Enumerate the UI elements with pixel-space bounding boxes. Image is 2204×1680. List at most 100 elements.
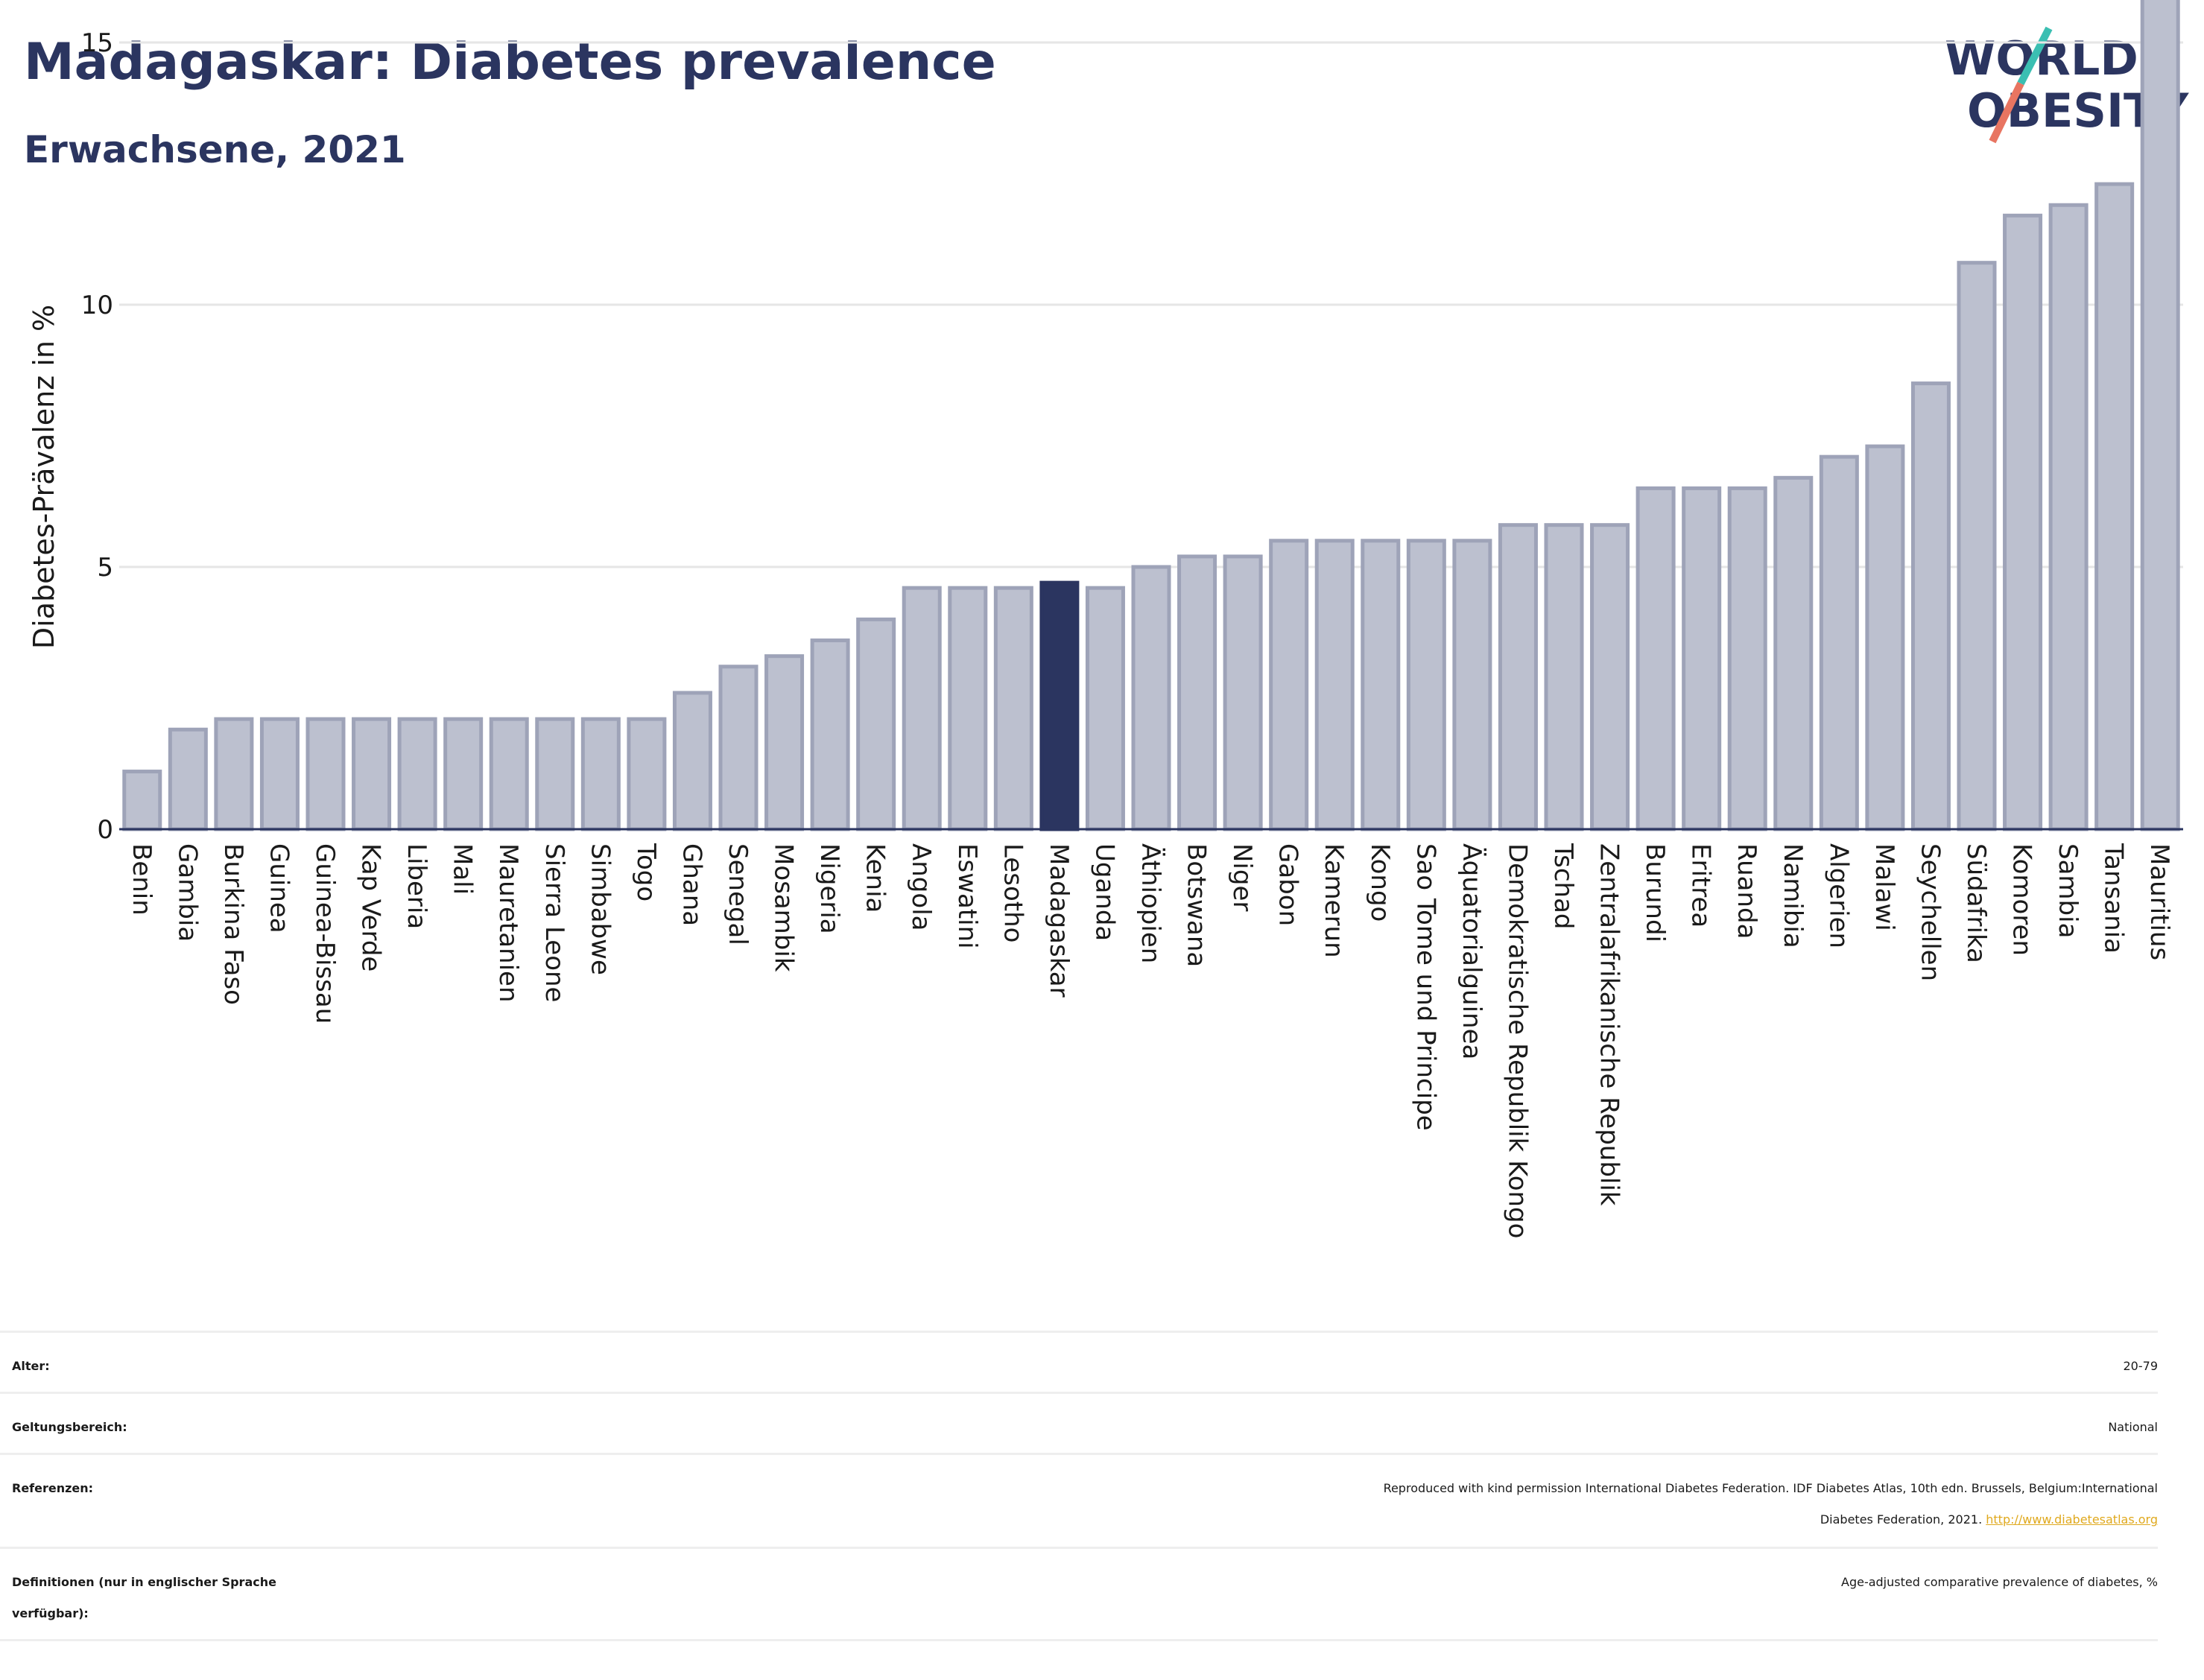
meta-value-age: 20-79 xyxy=(2123,1359,2159,1373)
x-tick-label: Burundi xyxy=(1640,843,1670,942)
bar-tschad xyxy=(1544,523,1584,831)
x-tick-label: Sambia xyxy=(2053,843,2083,938)
bar-mali xyxy=(443,717,484,831)
x-tick-label: Kamerun xyxy=(1319,843,1349,958)
reference-link[interactable]: http://www.diabetesatlas.org xyxy=(1986,1512,2158,1527)
bar-madagaskar xyxy=(1039,580,1080,831)
bar-angola xyxy=(902,586,942,831)
x-tick-label: Togo xyxy=(631,843,661,901)
x-tick-label: Liberia xyxy=(402,843,431,929)
x-tick-label: Ghana xyxy=(677,843,706,926)
bar-kap-verde xyxy=(352,717,392,831)
bar-tansania xyxy=(2094,182,2135,831)
bar-algerien xyxy=(1819,454,1859,831)
x-tick-label: Mosambik xyxy=(769,843,799,972)
x-tick-label: Namibia xyxy=(1778,843,1808,948)
bar-namibia xyxy=(1773,475,1814,831)
bar-demokratische-republik-kongo xyxy=(1498,523,1538,831)
bar-äquatorialguinea xyxy=(1452,539,1492,831)
bar-ghana xyxy=(672,691,712,831)
x-tick-label: Lesotho xyxy=(998,843,1027,942)
x-tick-label: Mali xyxy=(448,843,478,895)
x-tick-label: Sao Tome und Principe xyxy=(1410,843,1440,1131)
bar-mauritius xyxy=(2140,0,2180,831)
bar-sierra-leone xyxy=(535,717,575,831)
bar-kenia xyxy=(856,617,896,831)
meta-row-age: Alter: 20-79 xyxy=(0,1331,2158,1373)
bar-sao-tome-und-principe xyxy=(1406,539,1446,831)
x-tick-label: Eswatini xyxy=(952,843,982,949)
x-tick-label: Algerien xyxy=(1823,843,1853,948)
bar-nigeria xyxy=(810,638,850,831)
meta-value-references: Reproduced with kind permission Internat… xyxy=(593,1473,2158,1535)
x-tick-label: Sierra Leone xyxy=(539,843,569,1002)
x-tick-label: Komoren xyxy=(2007,843,2037,956)
bar-kamerun xyxy=(1314,539,1355,831)
logo-teal-stroke xyxy=(2017,26,2053,86)
bar-sambia xyxy=(2048,203,2089,831)
bar-eswatini xyxy=(948,586,988,831)
bar-chart: 05101520Diabetes-Prävalenz in %BeninGamb… xyxy=(28,0,2183,1238)
x-tick-label: Niger xyxy=(1227,843,1257,911)
bar-simbabwe xyxy=(580,717,621,831)
bar-gambia xyxy=(168,727,208,831)
definitions-key-line-2: verfügbar): xyxy=(12,1606,89,1620)
x-tick-label: Guinea-Bissau xyxy=(310,843,340,1024)
x-tick-label: Nigeria xyxy=(814,843,844,934)
y-axis-label: Diabetes-Prävalenz in % xyxy=(28,305,60,649)
bar-liberia xyxy=(397,717,437,831)
bar-lesotho xyxy=(993,586,1033,831)
bar-togo xyxy=(627,717,667,831)
bar-komoren xyxy=(2003,213,2043,831)
x-tick-label: Burkina Faso xyxy=(218,843,248,1005)
bar-guinea-bissau xyxy=(305,717,346,831)
x-tick-label: Senegal xyxy=(723,843,753,945)
bar-äthiopien xyxy=(1131,565,1171,831)
logo-coral-stroke xyxy=(1989,81,2024,144)
x-tick-label: Mauritius xyxy=(2144,843,2174,960)
meta-row-references: Referenzen: Reproduced with kind permiss… xyxy=(0,1453,2158,1527)
bar-eritrea xyxy=(1682,486,1722,831)
definitions-key-line-1: Definitionen (nur in englischer Sprache xyxy=(12,1575,276,1589)
y-tick-label: 10 xyxy=(81,291,113,320)
meta-value-scope: National xyxy=(2108,1420,2158,1434)
bar-gabon xyxy=(1269,539,1309,831)
bar-burundi xyxy=(1635,486,1676,831)
x-tick-label: Zentralafrikanische Republik xyxy=(1595,843,1624,1206)
x-tick-label: Eritrea xyxy=(1686,843,1716,928)
y-tick-label: 15 xyxy=(81,28,113,58)
y-tick-label: 5 xyxy=(97,553,113,583)
x-tick-label: Äquatorialguinea xyxy=(1457,843,1486,1059)
x-tick-label: Kenia xyxy=(861,843,890,913)
x-tick-label: Gambia xyxy=(172,843,202,942)
x-tick-label: Malawi xyxy=(1869,843,1899,931)
x-tick-label: Kongo xyxy=(1365,843,1395,922)
x-tick-label: Simbabwe xyxy=(585,843,615,975)
bar-senegal xyxy=(718,665,759,831)
bar-guinea xyxy=(259,717,300,831)
bar-ruanda xyxy=(1727,486,1767,831)
y-tick-label: 0 xyxy=(97,815,113,845)
bar-burkina-faso xyxy=(214,717,254,831)
bar-benin xyxy=(122,770,162,831)
bar-zentralafrikanische-republik xyxy=(1590,523,1630,831)
bar-kongo xyxy=(1361,539,1401,831)
bar-mauretanien xyxy=(489,717,529,831)
meta-value-definitions: Age-adjusted comparative prevalence of d… xyxy=(1841,1575,2158,1589)
meta-row-definitions: Definitionen (nur in englischer Sprache … xyxy=(0,1547,2158,1620)
x-tick-label: Äthiopien xyxy=(1136,843,1165,963)
reference-line-2: Diabetes Federation, 2021. http://www.di… xyxy=(593,1504,2158,1535)
x-tick-label: Benin xyxy=(127,843,156,916)
x-tick-label: Südafrika xyxy=(1961,843,1991,963)
bar-malawi xyxy=(1865,444,1905,831)
chart-subtitle: Erwachsene, 2021 xyxy=(24,128,406,171)
x-tick-label: Gabon xyxy=(1273,843,1303,926)
reference-text: Diabetes Federation, 2021. xyxy=(1820,1512,1983,1527)
x-tick-label: Demokratische Republik Kongo xyxy=(1502,843,1532,1238)
bar-niger xyxy=(1223,554,1263,831)
x-tick-label: Angola xyxy=(906,843,936,931)
meta-key-references: Referenzen: xyxy=(12,1481,94,1495)
x-tick-label: Ruanda xyxy=(1732,843,1761,939)
bar-südafrika xyxy=(1957,261,1997,831)
bar-uganda xyxy=(1085,586,1125,831)
